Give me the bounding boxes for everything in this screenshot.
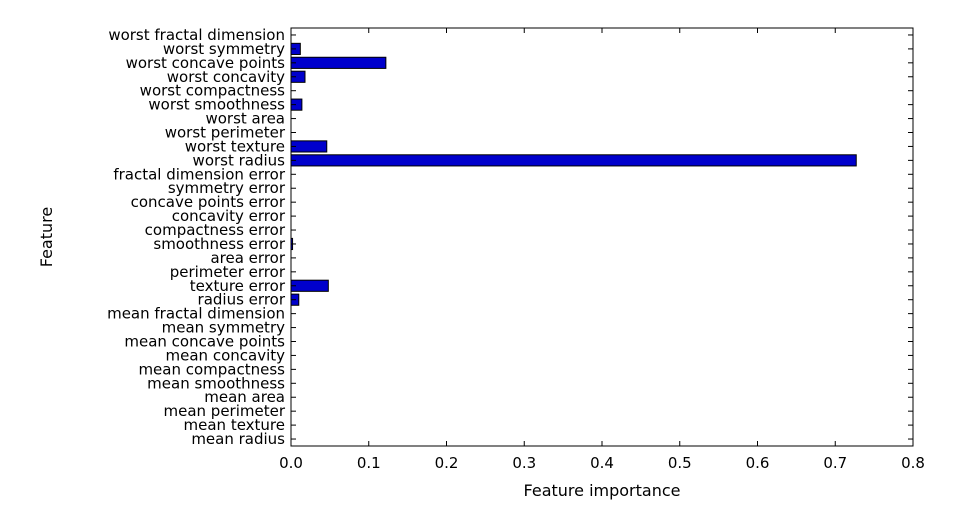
y-tick-label: worst perimeter <box>165 124 286 142</box>
y-tick-label: mean smoothness <box>147 374 285 392</box>
y-tick-label: mean radius <box>191 430 285 448</box>
y-tick-label: radius error <box>198 291 286 309</box>
y-tick-label: mean fractal dimension <box>107 305 285 323</box>
y-tick-label: mean concavity <box>166 346 286 364</box>
x-tick-label: 0.7 <box>823 454 847 472</box>
x-tick-label: 0.1 <box>357 454 381 472</box>
x-tick-label: 0.6 <box>746 454 770 472</box>
y-tick-label: mean texture <box>184 416 285 434</box>
y-tick-label: area error <box>210 249 285 267</box>
y-tick-label: mean perimeter <box>163 402 285 420</box>
y-tick-label: worst area <box>205 110 285 128</box>
y-tick-label: texture error <box>190 277 286 295</box>
y-tick-label: smoothness error <box>153 235 285 253</box>
y-tick-label: worst concavity <box>167 68 285 86</box>
y-tick-label: mean compactness <box>138 360 285 378</box>
y-tick-label: perimeter error <box>170 263 286 281</box>
y-tick-label: symmetry error <box>168 179 286 197</box>
x-tick-label: 0.3 <box>512 454 536 472</box>
y-tick-label: worst fractal dimension <box>108 26 285 44</box>
x-tick-label: 0.8 <box>901 454 925 472</box>
bar-worst-concave-points <box>290 56 387 69</box>
x-tick-layer: 0.0 0.1 0.2 0.3 0.4 0.5 0.6 0.7 0.8 <box>279 28 925 472</box>
x-axis-label: Feature importance <box>524 481 681 500</box>
x-tick-label: 0.5 <box>668 454 692 472</box>
bars-layer <box>290 42 857 306</box>
bar-texture-error <box>290 279 329 292</box>
y-tick-label: worst smoothness <box>148 96 285 114</box>
x-tick-label: 0.0 <box>279 454 303 472</box>
y-tick-label: mean symmetry <box>162 319 285 337</box>
y-tick-label: worst texture <box>185 137 285 155</box>
y-tick-label: mean concave points <box>124 333 285 351</box>
y-tick-label: worst compactness <box>140 82 286 100</box>
plot-frame <box>290 27 914 447</box>
y-tick-label: concavity error <box>172 207 286 225</box>
y-tick-label: worst symmetry <box>163 40 285 58</box>
y-tick-label: worst radius <box>193 151 286 169</box>
y-tick-label: concave points error <box>131 193 286 211</box>
x-tick-label: 0.2 <box>435 454 459 472</box>
bar-worst-radius <box>290 154 857 167</box>
y-tick-label: mean area <box>204 388 285 406</box>
y-tick-label: compactness error <box>145 221 286 239</box>
x-tick-label: 0.4 <box>590 454 614 472</box>
y-tick-label: worst concave points <box>126 54 286 72</box>
bar-worst-texture <box>290 140 328 153</box>
y-axis-label: Feature <box>37 207 56 267</box>
y-tick-label: fractal dimension error <box>113 165 286 183</box>
